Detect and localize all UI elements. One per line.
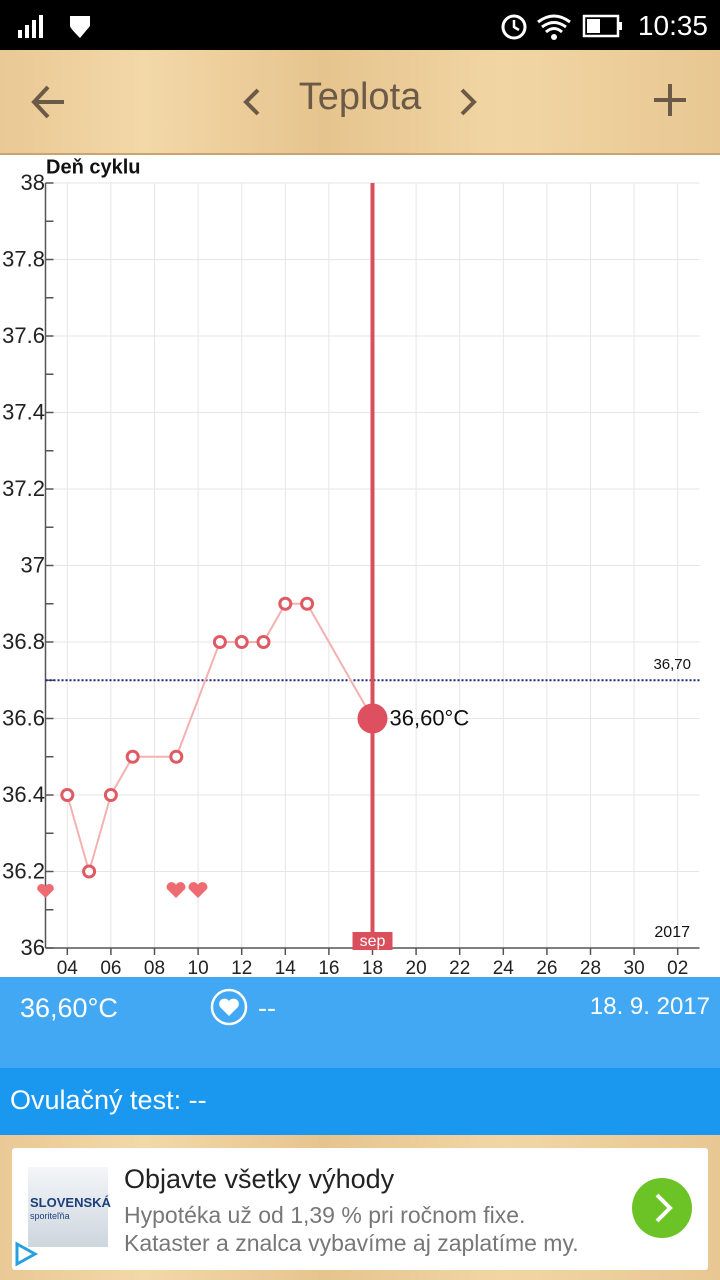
intercourse-markers xyxy=(37,882,208,898)
year-label: 2017 xyxy=(654,924,690,941)
y-tick-label: 37.2 xyxy=(2,476,45,501)
sex-value: -- xyxy=(258,993,276,1023)
ad-title: Objavte všetky výhody xyxy=(124,1164,395,1194)
logo-text: SLOVENSKÁ xyxy=(30,1195,111,1210)
temperature-point xyxy=(103,788,118,802)
temperature-value: 36,60°C xyxy=(20,993,118,1023)
axis-title: Deň cyklu xyxy=(46,156,140,178)
temperature-point xyxy=(256,635,271,649)
ad-logo: SLOVENSKÁ sporiteľňa xyxy=(28,1167,111,1247)
month-badge xyxy=(352,932,393,950)
temperature-point xyxy=(60,788,75,802)
temperature-point xyxy=(212,635,227,649)
y-tick-label: 37 xyxy=(21,552,45,577)
selected-point xyxy=(357,703,388,734)
next-button[interactable] xyxy=(452,84,482,120)
ad-choices[interactable] xyxy=(12,1240,40,1268)
toolbar: Teplota xyxy=(0,50,720,155)
x-tick-label: 18 xyxy=(362,958,383,977)
x-tick-label: 12 xyxy=(231,958,252,977)
selected-value-label: 36,60°C xyxy=(390,705,470,730)
y-tick-label: 37.6 xyxy=(2,323,45,348)
heart-icon xyxy=(166,882,186,898)
temperature-point xyxy=(234,635,249,649)
x-tick-label: 30 xyxy=(624,958,645,977)
ad-line: Kataster a znalca vybavíme aj zaplatíme … xyxy=(124,1230,579,1256)
status-bar: 10:35 xyxy=(0,0,720,50)
heart-button[interactable] xyxy=(209,987,249,1027)
ovulation-test: Ovulačný test: -- xyxy=(10,1085,207,1115)
ovulation-row[interactable]: Ovulačný test: -- xyxy=(0,1068,720,1135)
y-tick-label: 36.8 xyxy=(2,629,45,654)
x-tick-label: 16 xyxy=(318,958,339,977)
x-tick-label: 06 xyxy=(100,958,121,977)
y-tick-label: 36.2 xyxy=(2,858,45,883)
heart-icon xyxy=(188,882,208,898)
add-button[interactable] xyxy=(650,80,690,120)
ad-go-button[interactable] xyxy=(632,1178,692,1238)
y-tick-label: 36 xyxy=(21,935,45,960)
x-tick-label: 24 xyxy=(493,958,515,977)
y-tick-label: 38 xyxy=(21,170,45,195)
info-panel: 36,60°C -- 18. 9. 2017 xyxy=(0,977,720,1068)
month-label: sep xyxy=(360,933,386,950)
x-tick-label: 04 xyxy=(57,958,79,977)
temperature-point xyxy=(169,749,184,764)
temperature-chart: Deň cyklu 36 36.2 36.4 36.6 36.8 37 37.2 37.4 37… xyxy=(0,155,720,977)
status-icons-right xyxy=(501,14,622,40)
logo-subtext: sporiteľňa xyxy=(30,1211,70,1221)
back-button[interactable] xyxy=(28,80,72,124)
x-tick-label: 10 xyxy=(188,958,209,977)
y-tick-label: 36.6 xyxy=(2,705,45,730)
temperature-point xyxy=(278,596,293,611)
y-tick-label: 36.4 xyxy=(2,782,45,807)
x-tick-label: 26 xyxy=(536,958,557,977)
screen-title: Teplota xyxy=(298,76,422,118)
ad-card[interactable]: SLOVENSKÁ sporiteľňa Objavte všetky výho… xyxy=(12,1148,708,1270)
x-tick-label: 08 xyxy=(144,958,165,977)
ad-line: Hypotéka už od 1,39 % pri ročnom fixe. xyxy=(124,1202,526,1228)
selected-date: 18. 9. 2017 xyxy=(589,993,710,1020)
x-tick-label: 22 xyxy=(449,958,470,977)
ad-banner: SLOVENSKÁ sporiteľňa Objavte všetky výho… xyxy=(0,1135,720,1280)
clock: 10:35 xyxy=(637,10,708,41)
x-tick-label: 02 xyxy=(667,958,688,977)
reference-label: 36,70 xyxy=(653,656,691,673)
prev-button[interactable] xyxy=(238,84,268,120)
x-tick-label: 14 xyxy=(275,958,297,977)
y-tick-label: 37.8 xyxy=(2,246,45,271)
x-tick-label: 20 xyxy=(406,958,427,977)
temperature-point xyxy=(300,596,315,611)
temperature-point xyxy=(125,749,140,764)
heart-icon xyxy=(37,883,54,898)
y-tick-label: 37.4 xyxy=(2,399,45,424)
temperature-point xyxy=(82,864,97,879)
x-tick-label: 28 xyxy=(580,958,601,977)
status-icons xyxy=(18,15,90,38)
